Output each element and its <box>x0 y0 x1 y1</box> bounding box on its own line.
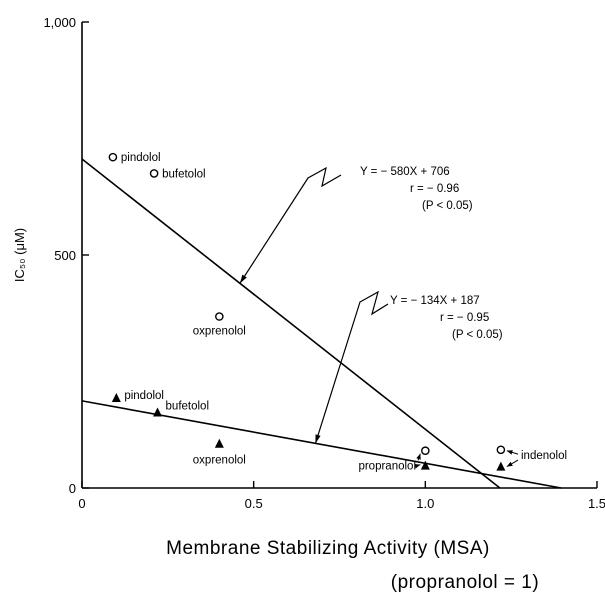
data-point-triangle-propranolol <box>420 460 430 470</box>
data-point-triangle-bufetolol <box>153 407 163 417</box>
regression-r-2: r = − 0.95 <box>440 312 489 324</box>
propranolol-arrow-triangle-head <box>414 464 421 469</box>
point-label-bufetolol: bufetolol <box>166 401 209 413</box>
regression-annotations: Y = − 580X + 706 r = − 0.96 (P < 0.05) Y = … <box>239 166 503 444</box>
point-label-oxprenolol: oxprenolol <box>193 326 246 338</box>
data-point-circle-oxprenolol <box>215 312 224 321</box>
point-label-propranolol: propranolol <box>358 460 416 472</box>
y-tick-label: 1,000 <box>43 15 76 30</box>
regression-equation-1: Y = − 580X + 706 <box>360 166 450 178</box>
point-label-indenolol: indenolol <box>521 450 567 462</box>
data-point-circle-pindolol <box>108 152 118 162</box>
regression-arrowhead-1 <box>239 274 247 284</box>
axes: 0 0.5 1.0 1.5 0 500 1,000 <box>43 15 605 511</box>
regression-lines <box>81 158 562 489</box>
regression-leader-2 <box>314 290 389 444</box>
x-tick-label: 1.5 <box>588 496 605 511</box>
data-points <box>108 152 506 471</box>
y-tick-label: 0 <box>69 481 76 496</box>
x-tick-label: 0.5 <box>245 496 263 511</box>
point-label-pindolol: pindolol <box>124 390 164 402</box>
regression-leader-1 <box>239 166 342 284</box>
data-point-circle-indenolol <box>496 445 506 455</box>
y-tick-label: 500 <box>54 248 76 263</box>
point-labels: pindololbufetololoxprenololpindololbufet… <box>121 152 567 472</box>
data-point-triangle-oxprenolol <box>214 438 224 448</box>
point-label-bufetolol: bufetolol <box>162 168 205 180</box>
propranolol-arrow-circle-head <box>416 453 421 460</box>
regression-p-1: (P < 0.05) <box>422 200 473 212</box>
regression-r-1: r = − 0.96 <box>410 183 459 195</box>
point-label-pindolol: pindolol <box>121 152 161 164</box>
x-axis-subtitle: (propranolol = 1) <box>391 572 539 593</box>
regression-line-2 <box>81 400 562 489</box>
data-point-triangle-indenolol <box>496 461 506 471</box>
data-point-triangle-pindolol <box>111 393 121 403</box>
regression-equation-2: Y = − 134X + 187 <box>390 295 480 307</box>
x-tick-label: 0 <box>78 496 85 511</box>
data-point-circle-propranolol <box>421 446 430 456</box>
point-label-oxprenolol: oxprenolol <box>193 455 246 467</box>
regression-p-2: (P < 0.05) <box>452 329 503 341</box>
regression-line-1 <box>81 158 501 489</box>
y-axis-title: IC₅₀ (μM) <box>12 228 27 282</box>
data-point-circle-bufetolol <box>149 169 159 178</box>
indenolol-arrow-circle-head <box>506 450 513 455</box>
x-axis-title: Membrane Stabilizing Activity (MSA) <box>166 538 490 559</box>
x-tick-label: 1.0 <box>416 496 434 511</box>
indenolol-arrow-triangle-head <box>506 461 513 467</box>
regression-arrowhead-2 <box>315 434 321 444</box>
